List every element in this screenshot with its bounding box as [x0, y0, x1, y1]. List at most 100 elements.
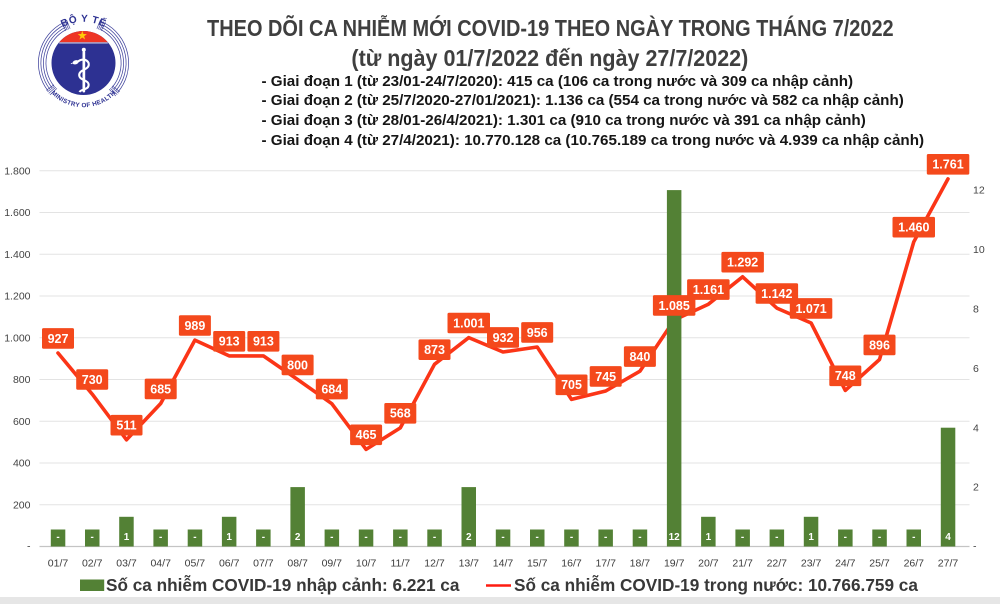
svg-text:24/7: 24/7	[835, 558, 856, 570]
svg-text:16/7: 16/7	[561, 558, 582, 570]
svg-text:-: -	[501, 532, 504, 543]
svg-text:-: -	[91, 532, 94, 543]
svg-text:400: 400	[13, 458, 31, 470]
svg-text:913: 913	[219, 335, 240, 349]
svg-text:840: 840	[629, 350, 650, 364]
svg-text:6: 6	[973, 363, 979, 375]
svg-text:913: 913	[253, 335, 274, 349]
svg-text:26/7: 26/7	[904, 558, 925, 570]
svg-text:-: -	[56, 532, 59, 543]
svg-text:17/7: 17/7	[595, 558, 616, 570]
svg-text:01/7: 01/7	[48, 558, 69, 570]
svg-text:14/7: 14/7	[493, 558, 514, 570]
svg-text:1.292: 1.292	[727, 256, 758, 270]
svg-text:2: 2	[973, 482, 979, 494]
svg-text:Số ca nhiễm COVID-19 nhập cảnh: Số ca nhiễm COVID-19 nhập cảnh: 6.221 ca	[106, 575, 460, 595]
svg-text:22/7: 22/7	[767, 558, 788, 570]
svg-text:-: -	[27, 541, 31, 553]
svg-text:08/7: 08/7	[287, 558, 308, 570]
svg-text:-: -	[570, 532, 573, 543]
svg-text:1.000: 1.000	[4, 332, 30, 344]
svg-text:02/7: 02/7	[82, 558, 103, 570]
svg-text:-: -	[775, 532, 778, 543]
svg-text:-: -	[912, 532, 915, 543]
svg-text:1: 1	[226, 532, 232, 543]
svg-text:23/7: 23/7	[801, 558, 822, 570]
svg-text:12: 12	[973, 185, 985, 197]
svg-text:-: -	[536, 532, 539, 543]
svg-text:-: -	[878, 532, 881, 543]
svg-text:-: -	[193, 532, 196, 543]
svg-text:10: 10	[973, 244, 985, 256]
svg-text:12: 12	[669, 532, 681, 543]
svg-text:989: 989	[184, 319, 205, 333]
svg-text:-: -	[399, 532, 402, 543]
svg-text:BỘ Y TẾ: BỘ Y TẾ	[59, 12, 108, 30]
svg-text:873: 873	[424, 343, 445, 357]
svg-text:-: -	[844, 532, 847, 543]
svg-text:2: 2	[466, 532, 472, 543]
svg-text:927: 927	[48, 332, 69, 346]
svg-text:1.400: 1.400	[4, 249, 30, 261]
svg-text:1.200: 1.200	[4, 291, 30, 303]
svg-text:-: -	[262, 532, 265, 543]
svg-text:05/7: 05/7	[185, 558, 206, 570]
svg-text:1.600: 1.600	[4, 207, 30, 219]
svg-text:956: 956	[527, 326, 548, 340]
svg-text:896: 896	[869, 338, 890, 352]
svg-text:465: 465	[356, 428, 377, 442]
svg-text:07/7: 07/7	[253, 558, 274, 570]
svg-text:600: 600	[13, 416, 31, 428]
svg-text:06/7: 06/7	[219, 558, 240, 570]
svg-text:730: 730	[82, 373, 103, 387]
svg-text:19/7: 19/7	[664, 558, 685, 570]
svg-text:745: 745	[595, 370, 616, 384]
svg-text:04/7: 04/7	[150, 558, 171, 570]
svg-text:1: 1	[124, 532, 130, 543]
svg-text:800: 800	[287, 358, 308, 372]
svg-text:10/7: 10/7	[356, 558, 377, 570]
svg-text:03/7: 03/7	[116, 558, 137, 570]
svg-text:8: 8	[973, 304, 979, 316]
svg-text:705: 705	[561, 378, 582, 392]
svg-text:1: 1	[706, 532, 712, 543]
svg-text:1.071: 1.071	[795, 302, 826, 316]
svg-text:4: 4	[945, 532, 951, 543]
svg-text:568: 568	[390, 407, 411, 421]
svg-text:748: 748	[835, 369, 856, 383]
svg-text:1.460: 1.460	[898, 221, 929, 235]
svg-text:25/7: 25/7	[869, 558, 890, 570]
svg-text:-: -	[973, 541, 977, 553]
svg-text:27/7: 27/7	[938, 558, 959, 570]
svg-text:4: 4	[973, 422, 979, 434]
svg-text:932: 932	[493, 331, 514, 345]
svg-text:-: -	[604, 532, 607, 543]
svg-text:685: 685	[150, 382, 171, 396]
svg-text:1.085: 1.085	[659, 299, 690, 313]
svg-text:200: 200	[13, 499, 31, 511]
svg-text:13/7: 13/7	[459, 558, 480, 570]
svg-text:1: 1	[808, 532, 814, 543]
svg-text:511: 511	[116, 419, 136, 433]
svg-text:1.800: 1.800	[4, 165, 30, 177]
svg-text:-: -	[741, 532, 744, 543]
svg-text:20/7: 20/7	[698, 558, 719, 570]
svg-text:1.142: 1.142	[761, 287, 792, 301]
svg-text:1.001: 1.001	[453, 316, 484, 330]
svg-text:684: 684	[321, 383, 342, 397]
svg-text:21/7: 21/7	[732, 558, 753, 570]
svg-text:18/7: 18/7	[630, 558, 651, 570]
svg-text:11/7: 11/7	[390, 558, 410, 570]
svg-text:-: -	[159, 532, 162, 543]
svg-text:2: 2	[295, 532, 301, 543]
svg-text:12/7: 12/7	[424, 558, 445, 570]
svg-text:-: -	[364, 532, 367, 543]
svg-text:15/7: 15/7	[527, 558, 548, 570]
svg-text:-: -	[330, 532, 333, 543]
svg-text:1.761: 1.761	[932, 158, 963, 172]
svg-text:-: -	[433, 532, 436, 543]
svg-text:09/7: 09/7	[322, 558, 343, 570]
svg-text:800: 800	[13, 374, 31, 386]
svg-text:1.161: 1.161	[693, 283, 724, 297]
svg-text:Số ca nhiễm COVID-19 trong nướ: Số ca nhiễm COVID-19 trong nước: 10.766.…	[514, 575, 918, 595]
